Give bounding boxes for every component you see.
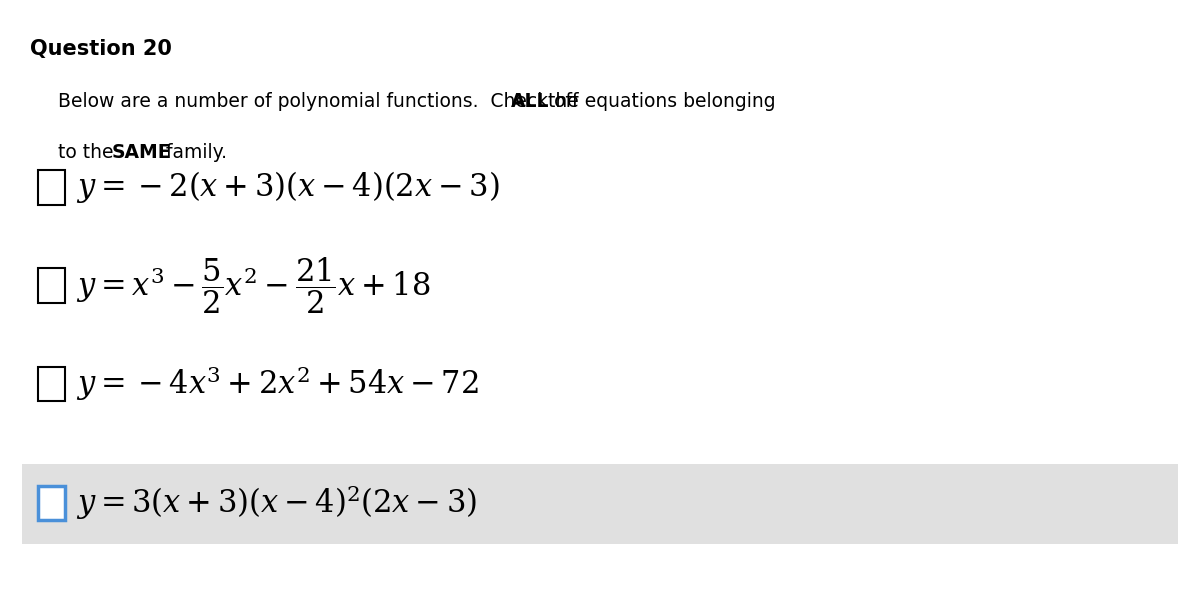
FancyBboxPatch shape	[38, 367, 65, 401]
Text: ALL: ALL	[511, 92, 550, 111]
FancyBboxPatch shape	[38, 268, 65, 303]
Text: family.: family.	[160, 143, 227, 162]
Text: $y = x^3 - \dfrac{5}{2}x^2 - \dfrac{21}{2}x + 18$: $y = x^3 - \dfrac{5}{2}x^2 - \dfrac{21}{…	[76, 255, 431, 316]
Text: $y = -2(x + 3)(x - 4)(2x - 3)$: $y = -2(x + 3)(x - 4)(2x - 3)$	[76, 170, 499, 205]
Text: $y = 3(x + 3)(x - 4)^2(2x - 3)$: $y = 3(x + 3)(x - 4)^2(2x - 3)$	[76, 483, 476, 522]
FancyBboxPatch shape	[22, 464, 1178, 544]
Text: to the: to the	[58, 143, 119, 162]
FancyBboxPatch shape	[38, 170, 65, 205]
FancyBboxPatch shape	[38, 486, 65, 520]
Text: the equations belonging: the equations belonging	[542, 92, 776, 111]
Text: $y = -4x^3 + 2x^2 + 54x - 72$: $y = -4x^3 + 2x^2 + 54x - 72$	[76, 364, 479, 403]
Text: Question 20: Question 20	[30, 39, 172, 59]
Text: SAME: SAME	[112, 143, 172, 162]
Text: Below are a number of polynomial functions.  Check off: Below are a number of polynomial functio…	[58, 92, 584, 111]
